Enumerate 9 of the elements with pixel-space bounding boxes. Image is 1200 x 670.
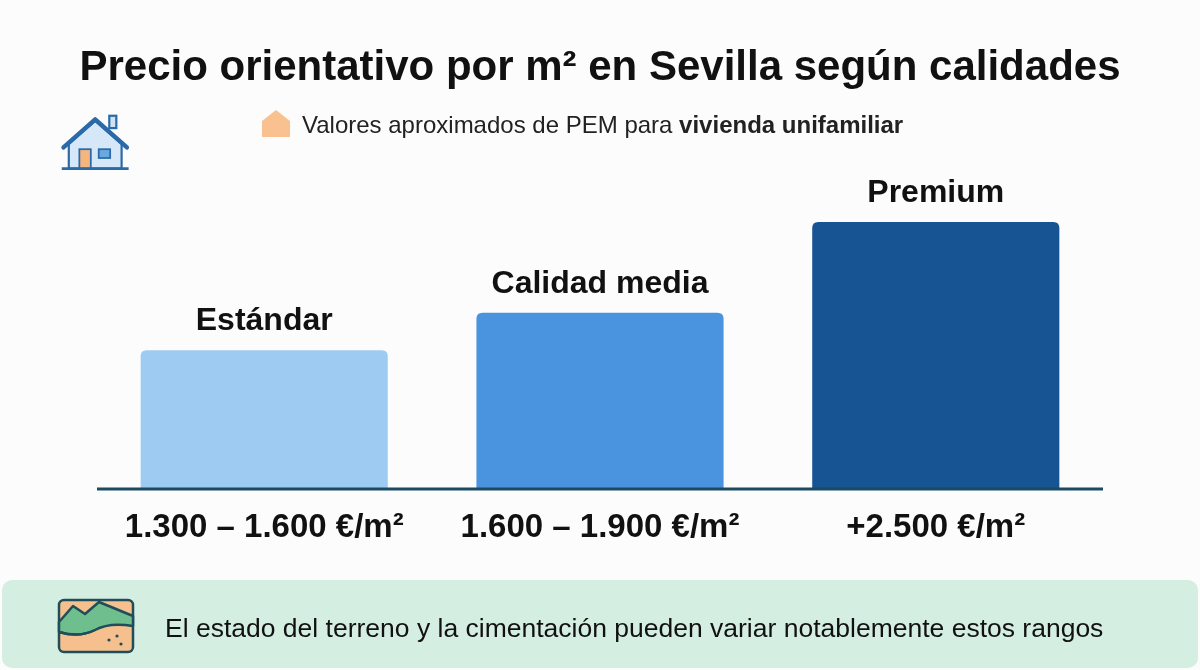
chart-title: Precio orientativo por m² en Sevilla según calidades (79, 42, 1121, 89)
text: +2.500 €/m² (846, 507, 1026, 544)
text: 1.600 – 1.900 €/m² (460, 507, 740, 544)
x-tick-label: Premium (867, 173, 1005, 209)
chart-subtitle: Valores aproximados de PEM para vivienda unifamiliar (302, 111, 904, 138)
text: 1.300 – 1.600 €/m² (124, 507, 404, 544)
x-tick-label: Calidad media (491, 263, 709, 300)
text: El estado del terreno y la cimentación pueden variar notablemente estos rangos (165, 613, 1104, 643)
x-tick-label: Estándar (195, 301, 333, 338)
